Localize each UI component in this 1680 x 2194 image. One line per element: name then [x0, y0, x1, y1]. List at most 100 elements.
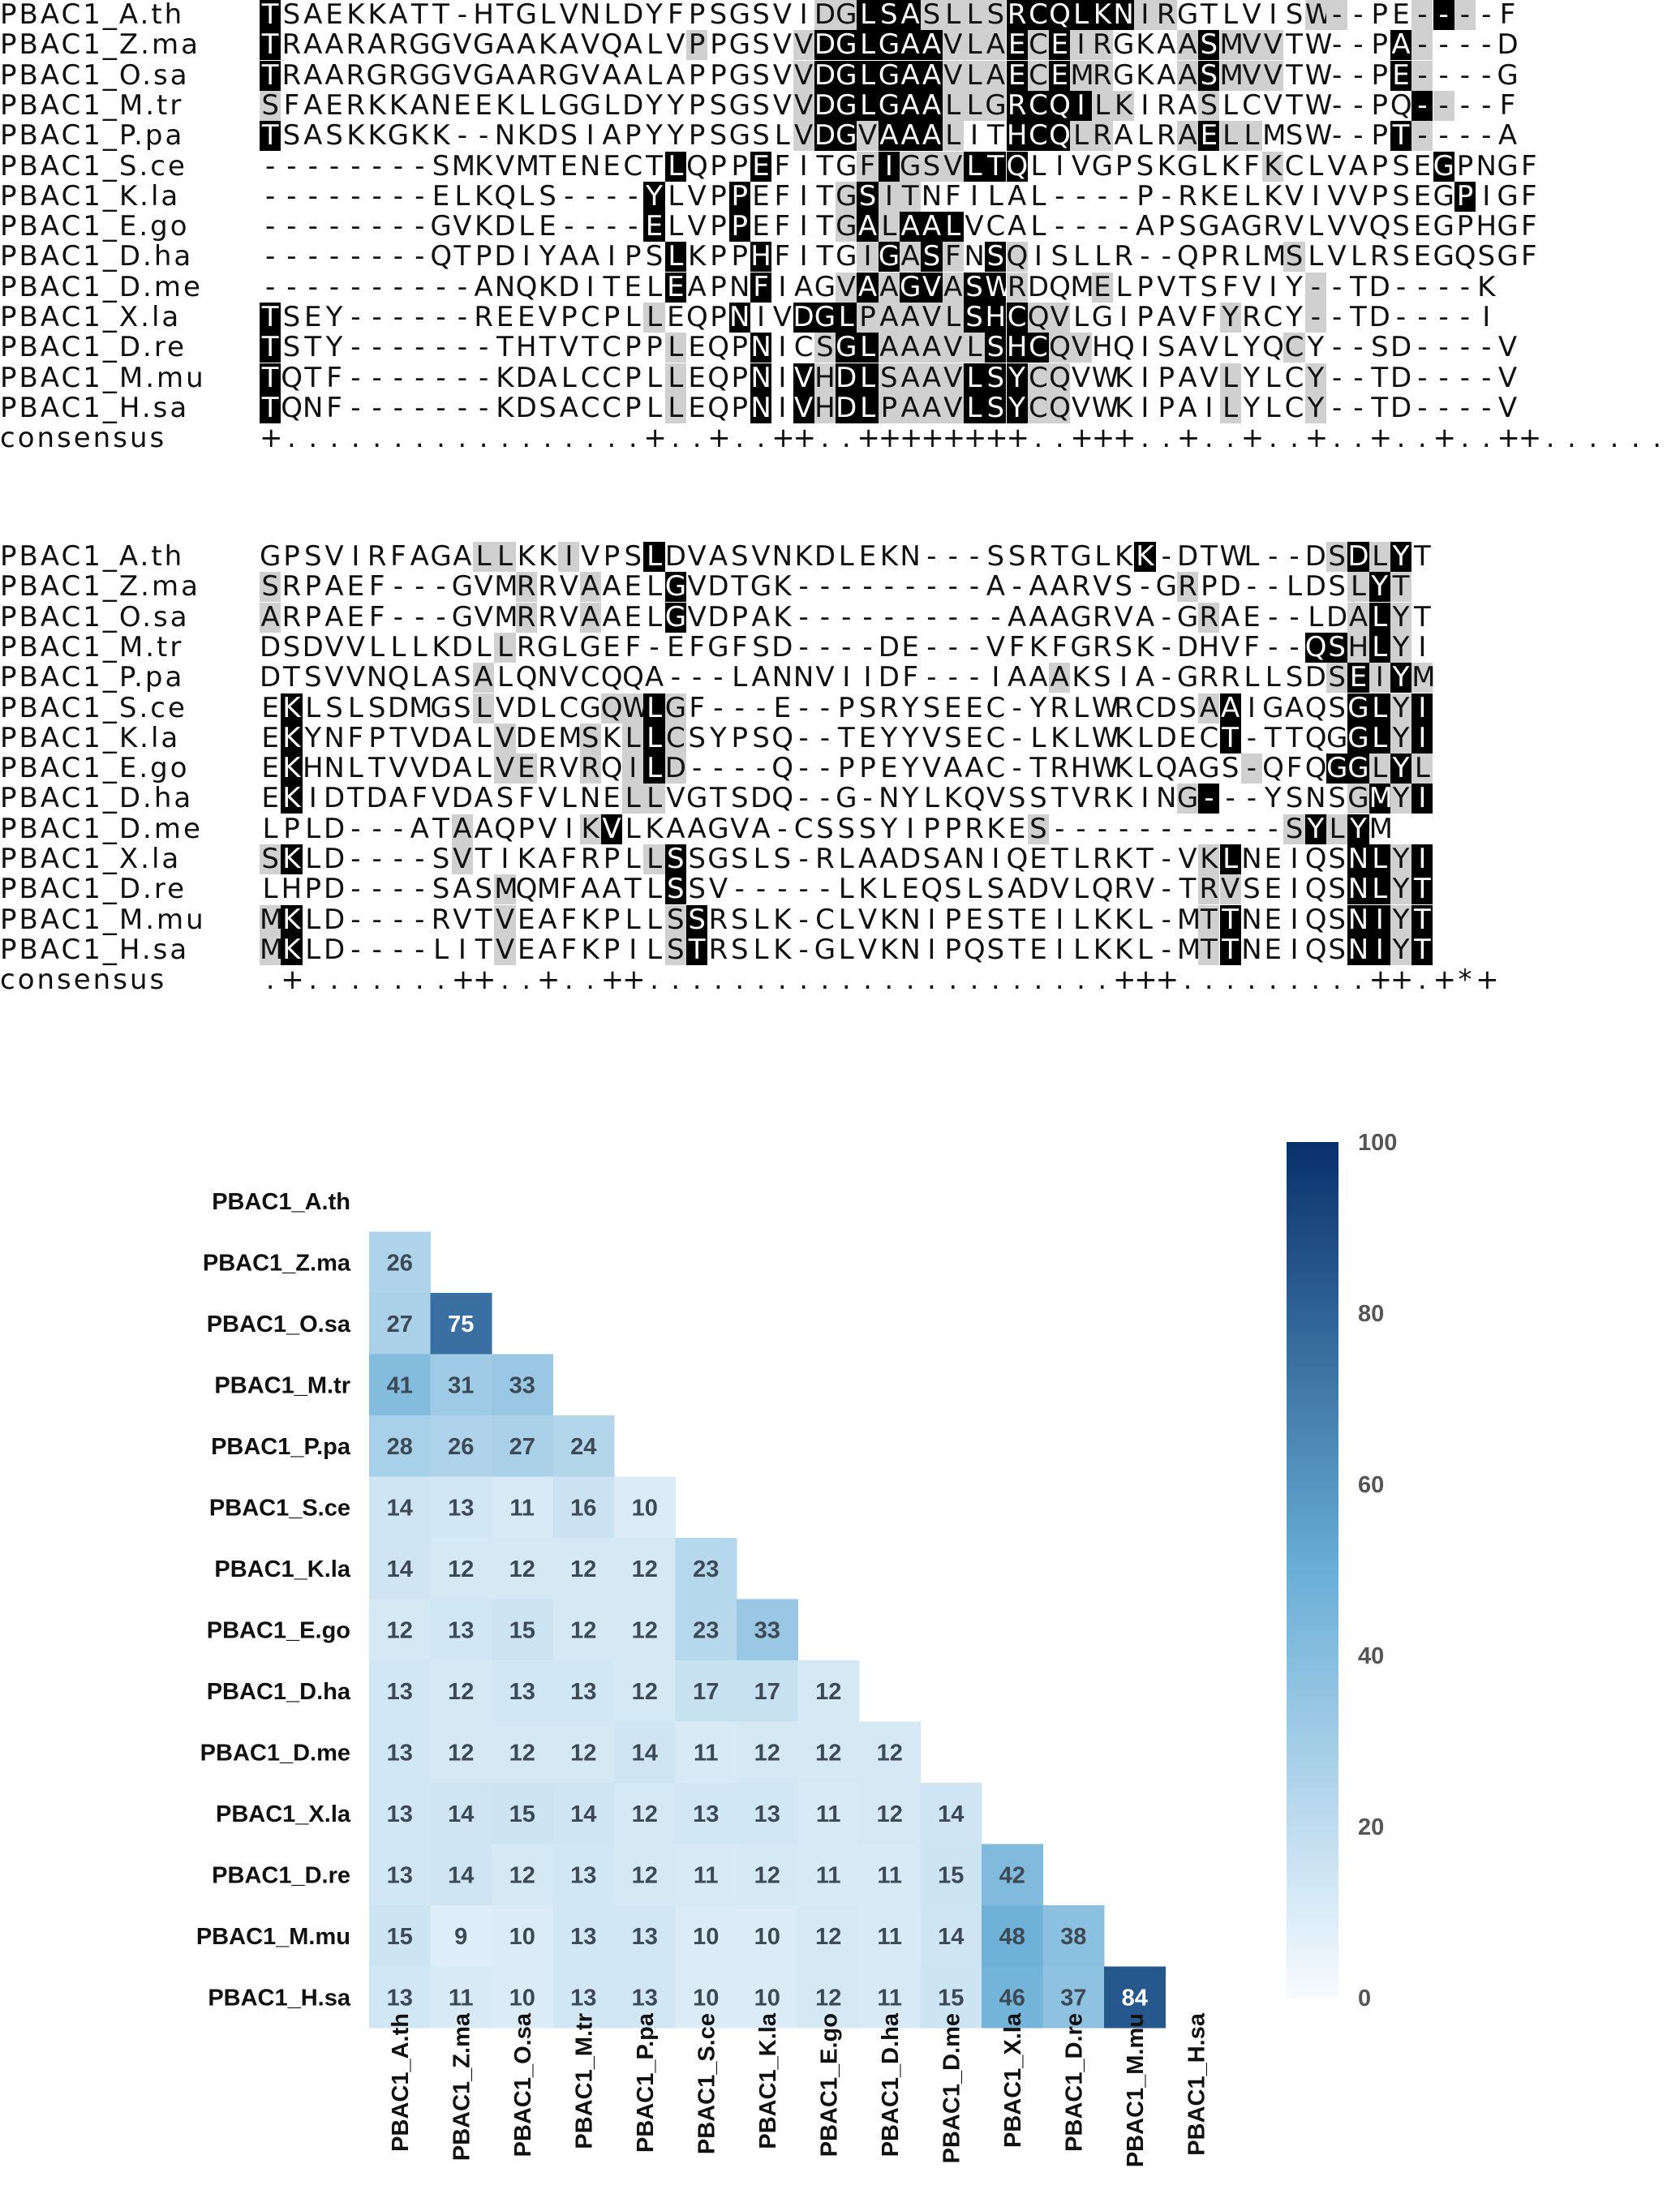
sequence-label: PBAC1_M.tr [0, 630, 184, 663]
heatmap-cell [675, 1538, 737, 1599]
heatmap-cell [552, 1599, 615, 1661]
heatmap-cell-value: 12 [754, 1862, 780, 1888]
colorbar-tick-label: 80 [1358, 1301, 1384, 1327]
heatmap-cell [859, 1844, 921, 1906]
sequence-label: PBAC1_K.la [0, 721, 181, 754]
heatmap-cell [492, 1966, 553, 2029]
heatmap-cell-value: 12 [632, 1801, 658, 1827]
heatmap-cell-value: 33 [754, 1617, 780, 1643]
heatmap-cell-value: 23 [693, 1556, 719, 1582]
sequence-label: PBAC1_Z.ma [0, 570, 200, 603]
heatmap-cell [614, 1660, 676, 1722]
heatmap-cell [797, 1844, 860, 1906]
heatmap-cell-value: 9 [454, 1924, 467, 1950]
heatmap-cell-value: 12 [509, 1740, 535, 1766]
heatmap-cell-value: 10 [632, 1495, 658, 1521]
heatmap-cell-value: 11 [816, 1801, 841, 1827]
heatmap-cell-value: 14 [448, 1862, 474, 1888]
heatmap-cell [430, 1538, 492, 1599]
heatmap-cell-value: 11 [449, 1985, 474, 2011]
heatmap-cell [737, 1599, 798, 1661]
heatmap-cell-value: 14 [448, 1801, 474, 1827]
heatmap-cell [920, 1783, 982, 1844]
heatmap-cell-value: 13 [509, 1679, 535, 1705]
heatmap-cell [430, 1844, 492, 1906]
heatmap-cell [430, 1721, 492, 1784]
consensus-label: consensus [0, 422, 167, 455]
heatmap-cell-value: 13 [693, 1801, 719, 1827]
heatmap-cell-value: 10 [693, 1985, 719, 2011]
heatmap-cell-value: 13 [570, 1924, 596, 1950]
heatmap-cell [675, 1599, 737, 1661]
heatmap-cell-value: 11 [877, 1862, 902, 1888]
heatmap-cell-value: 11 [694, 1740, 719, 1766]
heatmap-cell [552, 1476, 615, 1539]
heatmap-cell [797, 1721, 860, 1784]
heatmap-cell-value: 13 [387, 1679, 413, 1705]
sequence-label: PBAC1_D.re [0, 331, 187, 364]
heatmap-cell-value: 12 [877, 1740, 903, 1766]
heatmap-cell [492, 1476, 553, 1539]
heatmap-cell-value: 12 [632, 1862, 658, 1888]
heatmap-cell [430, 1905, 492, 1967]
heatmap-cell [552, 1660, 615, 1722]
heatmap-cell [430, 1599, 492, 1661]
sequence-label: PBAC1_E.go [0, 210, 190, 243]
heatmap-row-label: PBAC1_A.th [212, 1189, 350, 1215]
heatmap-cell [982, 1844, 1043, 1906]
heatmap-cell [675, 1721, 737, 1784]
heatmap-cell [552, 1966, 615, 2029]
heatmap-cell-value: 17 [754, 1679, 780, 1705]
heatmap-column-label: PBAC1_S.ce [694, 2013, 720, 2154]
heatmap-cell-value: 13 [387, 1801, 413, 1827]
heatmap-column-label: PBAC1_D.ha [878, 2012, 904, 2157]
colorbar-tick-label: 0 [1358, 1986, 1371, 2012]
heatmap-cell [797, 1966, 860, 2029]
heatmap-cell [552, 1538, 615, 1599]
heatmap-cell [552, 1783, 615, 1844]
heatmap-cell [982, 1966, 1043, 2029]
heatmap-cell [492, 1660, 553, 1722]
heatmap-row-label: PBAC1_D.ha [207, 1679, 351, 1705]
heatmap-cell [369, 1783, 431, 1844]
heatmap-row-label: PBAC1_X.la [216, 1801, 351, 1827]
heatmap-column-label: PBAC1_M.tr [571, 2013, 597, 2149]
colorbar [1287, 1142, 1338, 1998]
heatmap-cell [1042, 1966, 1105, 2029]
heatmap-cell [369, 1476, 431, 1539]
heatmap-cell [430, 1415, 492, 1477]
heatmap-column-label: PBAC1_M.mu [1123, 2013, 1149, 2167]
heatmap-cell-value: 10 [754, 1985, 780, 2011]
sequence-label: PBAC1_X.la [0, 301, 182, 333]
heatmap-cell [492, 1599, 553, 1661]
heatmap-cell-value: 48 [999, 1924, 1025, 1950]
heatmap-cell [369, 1966, 431, 2029]
heatmap-cell [492, 1415, 553, 1477]
heatmap-cell-value: 13 [754, 1801, 780, 1827]
heatmap-cell [492, 1721, 553, 1784]
heatmap-cell-value: 10 [693, 1924, 719, 1950]
heatmap-cell-value: 12 [570, 1740, 596, 1766]
heatmap-cell [552, 1844, 615, 1906]
heatmap-cell-value: 31 [448, 1372, 474, 1398]
heatmap-cell [369, 1354, 431, 1416]
sequence-label: PBAC1_D.ha [0, 240, 194, 273]
heatmap-cell [920, 1905, 982, 1967]
heatmap-cell [675, 1966, 737, 2029]
colorbar-tick-label: 100 [1358, 1130, 1397, 1156]
colorbar-tick-label: 60 [1358, 1472, 1384, 1498]
sequence-label: PBAC1_P.pa [0, 119, 185, 152]
heatmap-cell-value: 12 [815, 1679, 841, 1705]
heatmap-cell-value: 13 [448, 1495, 474, 1521]
colorbar-tick-label: 20 [1358, 1814, 1384, 1840]
sequence-label: PBAC1_Z.ma [0, 28, 200, 62]
heatmap-cell [492, 1844, 553, 1906]
heatmap-cell [369, 1293, 431, 1355]
heatmap-cell-value: 13 [387, 1985, 413, 2011]
heatmap-cell-value: 15 [509, 1617, 535, 1643]
heatmap-cell-value: 26 [387, 1250, 413, 1276]
heatmap-row-label: PBAC1_D.me [200, 1740, 350, 1766]
heatmap-cell [675, 1905, 737, 1967]
heatmap-cell-value: 14 [387, 1556, 413, 1582]
heatmap-cell [430, 1476, 492, 1539]
